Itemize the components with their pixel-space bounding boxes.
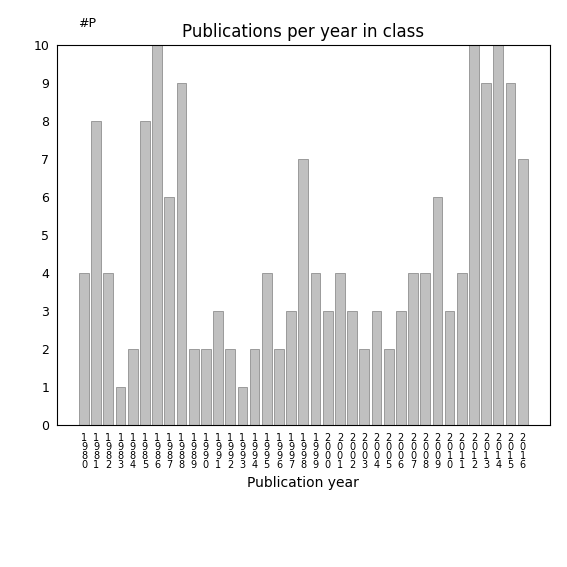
Bar (408, 273, 418, 425)
Bar (347, 311, 357, 425)
Bar (481, 83, 491, 425)
X-axis label: Publication year: Publication year (247, 476, 359, 490)
Bar (91, 121, 101, 425)
Bar (213, 311, 223, 425)
Bar (457, 273, 467, 425)
Bar (238, 387, 247, 425)
Bar (164, 197, 174, 425)
Bar (506, 83, 515, 425)
Bar (493, 45, 503, 425)
Bar (433, 197, 442, 425)
Bar (323, 311, 333, 425)
Bar (469, 45, 479, 425)
Bar (79, 273, 89, 425)
Bar (262, 273, 272, 425)
Bar (189, 349, 198, 425)
Bar (201, 349, 211, 425)
Bar (104, 273, 113, 425)
Bar (518, 159, 527, 425)
Bar (140, 121, 150, 425)
Bar (128, 349, 138, 425)
Bar (249, 349, 260, 425)
Bar (225, 349, 235, 425)
Bar (420, 273, 430, 425)
Bar (371, 311, 382, 425)
Bar (176, 83, 187, 425)
Bar (359, 349, 369, 425)
Bar (286, 311, 296, 425)
Bar (445, 311, 455, 425)
Bar (335, 273, 345, 425)
Bar (384, 349, 393, 425)
Bar (396, 311, 406, 425)
Bar (152, 45, 162, 425)
Title: Publications per year in class: Publications per year in class (182, 23, 425, 41)
Text: #P: #P (78, 17, 96, 30)
Bar (116, 387, 125, 425)
Bar (274, 349, 284, 425)
Bar (298, 159, 308, 425)
Bar (311, 273, 320, 425)
